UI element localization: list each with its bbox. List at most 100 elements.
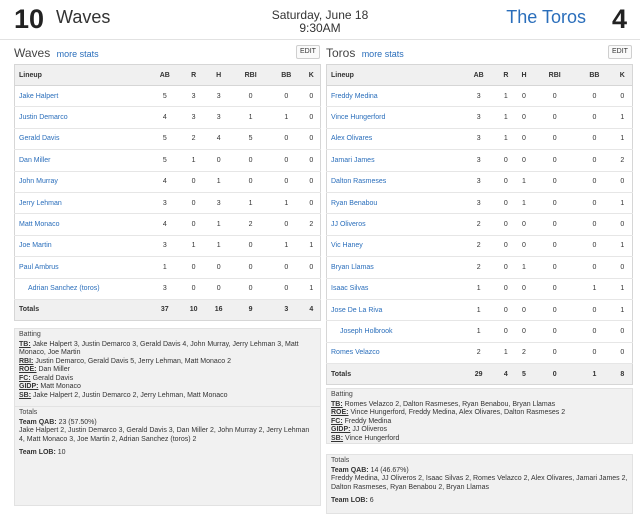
table-row: Paul Ambrus 1 0 0 0 0 0 [14, 256, 321, 279]
player-name-link[interactable]: Vic Haney [326, 235, 461, 258]
stat-cell: 2 [460, 213, 497, 236]
player-name-link[interactable]: Jake Halpert [14, 85, 149, 108]
stat-cell: 1 [514, 192, 534, 215]
batting-stat-value: Dan Miller [38, 366, 70, 373]
player-name-link[interactable]: Alex Olivares [326, 128, 461, 151]
stat-cell: 1 [181, 235, 207, 258]
toros-edit-button[interactable]: EDIT [608, 45, 632, 59]
total-cell: 37 [148, 299, 182, 321]
player-name-link[interactable]: Ryan Benabou [326, 192, 461, 215]
total-cell: 16 [206, 299, 232, 321]
batting-stat-key: SB: [331, 434, 344, 442]
stat-cell: 3 [206, 106, 232, 129]
waves-more-stats-link[interactable]: more stats [56, 49, 99, 59]
stat-cell: 0 [514, 106, 534, 129]
table-row: Matt Monaco 4 0 1 2 0 2 [14, 213, 321, 236]
stat-cell: 0 [231, 149, 271, 172]
stat-cell: 0 [496, 235, 515, 258]
col-header: BB [576, 64, 613, 86]
stat-cell: 0 [206, 278, 232, 300]
player-name-link[interactable]: Paul Ambrus [14, 256, 149, 279]
stat-cell: 0 [302, 192, 321, 215]
home-score: 10 [14, 4, 45, 34]
batting-stat-key: FC: [331, 417, 343, 425]
player-name-link[interactable]: Jose De La Riva [326, 299, 461, 322]
player-name-link[interactable]: Joe Martin [14, 235, 149, 258]
player-name-link[interactable]: Romes Velazco [326, 342, 461, 365]
player-name-link[interactable]: JJ Oliveros [326, 213, 461, 236]
table-header-row: Lineup AB R H RBI BB K [326, 64, 633, 86]
stat-cell: 0 [181, 171, 207, 193]
totals-row: Totals 29 4 5 0 1 8 [326, 363, 633, 385]
stat-cell: 4 [206, 128, 232, 151]
stat-cell: 0 [514, 149, 534, 172]
table-row: Jake Halpert 5 3 3 0 0 0 [14, 85, 321, 108]
game-header: 10 Waves Saturday, June 18 9:30AM The To… [0, 0, 640, 40]
batting-stat-key: TB: [331, 400, 343, 408]
stat-cell: 0 [533, 106, 577, 129]
stat-cell: 0 [612, 171, 633, 193]
waves-batting-box: Batting TB: Jake Halpert 3, Justin Demar… [14, 328, 321, 410]
player-name-link[interactable]: John Murray [14, 171, 149, 193]
away-team-link[interactable]: The Toros [506, 7, 586, 27]
stat-cell: 0 [533, 342, 577, 365]
player-name-link[interactable]: Isaac Silvas [326, 278, 461, 300]
stat-cell: 1 [514, 256, 534, 279]
batting-stat-key: GIDP: [19, 383, 39, 390]
player-name-link[interactable]: Matt Monaco [14, 213, 149, 236]
player-name-link[interactable]: Gerald Davis [14, 128, 149, 151]
table-row: Joe Martin 3 1 1 0 1 1 [14, 235, 321, 258]
total-cell: 8 [612, 363, 633, 385]
stat-cell: 1 [270, 235, 303, 258]
player-name-link[interactable]: Dan Miller [14, 149, 149, 172]
toros-title: Toros [326, 46, 356, 60]
table-row: Vince Hungerford 3 1 0 0 0 1 [326, 106, 633, 129]
col-header: R [181, 64, 207, 86]
col-header: Lineup [14, 64, 149, 86]
player-name-link[interactable]: Jerry Lehman [14, 192, 149, 215]
total-cell: 4 [496, 363, 515, 385]
batting-stat-key: ROE: [19, 366, 37, 373]
stat-cell: 0 [181, 256, 207, 279]
team-qab-label: Team QAB: [331, 466, 369, 474]
stat-cell: 2 [460, 235, 497, 258]
player-name-link[interactable]: Freddy Medina [326, 85, 461, 108]
stat-cell: 1 [231, 106, 271, 129]
player-name-link[interactable]: Vince Hungerford [326, 106, 461, 129]
player-name-link[interactable]: Joseph Holbrook [326, 320, 461, 343]
stat-cell: 4 [148, 106, 182, 129]
stat-cell: 0 [270, 149, 303, 172]
stat-cell: 1 [148, 256, 182, 279]
stat-cell: 1 [496, 128, 515, 151]
stat-cell: 0 [496, 278, 515, 300]
waves-lineup-table: Lineup AB R H RBI BB K Jake Halpert 5 3 3 0 0… [14, 64, 321, 321]
batting-stat-value: Jake Halpert 2, Justin Demarco 2, Jerry … [33, 391, 228, 399]
table-row: Dan Miller 5 1 0 0 0 0 [14, 149, 321, 172]
team-qab-value: 14 (46.67%) [370, 466, 409, 474]
toros-panel: Toros more stats EDIT Lineup AB R H RBI … [326, 44, 633, 514]
stat-cell: 1 [514, 171, 534, 193]
table-row: Isaac Silvas 1 0 0 0 1 1 [326, 278, 633, 300]
stat-cell: 0 [181, 213, 207, 236]
player-name-link[interactable]: Dalton Rasmeses [326, 171, 461, 193]
stat-cell: 3 [148, 278, 182, 300]
stat-cell: 1 [612, 128, 633, 151]
toros-more-stats-link[interactable]: more stats [361, 49, 404, 59]
player-name-link[interactable]: Adrian Sanchez (toros) [14, 278, 149, 300]
player-name-link[interactable]: Bryan Llamas [326, 256, 461, 279]
col-header: RBI [533, 64, 577, 86]
stat-cell: 1 [206, 213, 232, 236]
home-team-name: Waves [56, 7, 111, 27]
stat-cell: 4 [148, 171, 182, 193]
stat-cell: 0 [576, 213, 613, 236]
batting-stat-line: GIDP: Matt Monaco [19, 383, 316, 392]
stat-cell: 0 [514, 213, 534, 236]
stat-cell: 1 [612, 235, 633, 258]
stat-cell: 0 [206, 149, 232, 172]
waves-edit-button[interactable]: EDIT [296, 45, 320, 59]
player-name-link[interactable]: Justin Demarco [14, 106, 149, 129]
stat-cell: 1 [460, 278, 497, 300]
totals-label: Totals [331, 457, 350, 464]
table-row: Dalton Rasmeses 3 0 1 0 0 0 [326, 171, 633, 193]
player-name-link[interactable]: Jamari James [326, 149, 461, 172]
